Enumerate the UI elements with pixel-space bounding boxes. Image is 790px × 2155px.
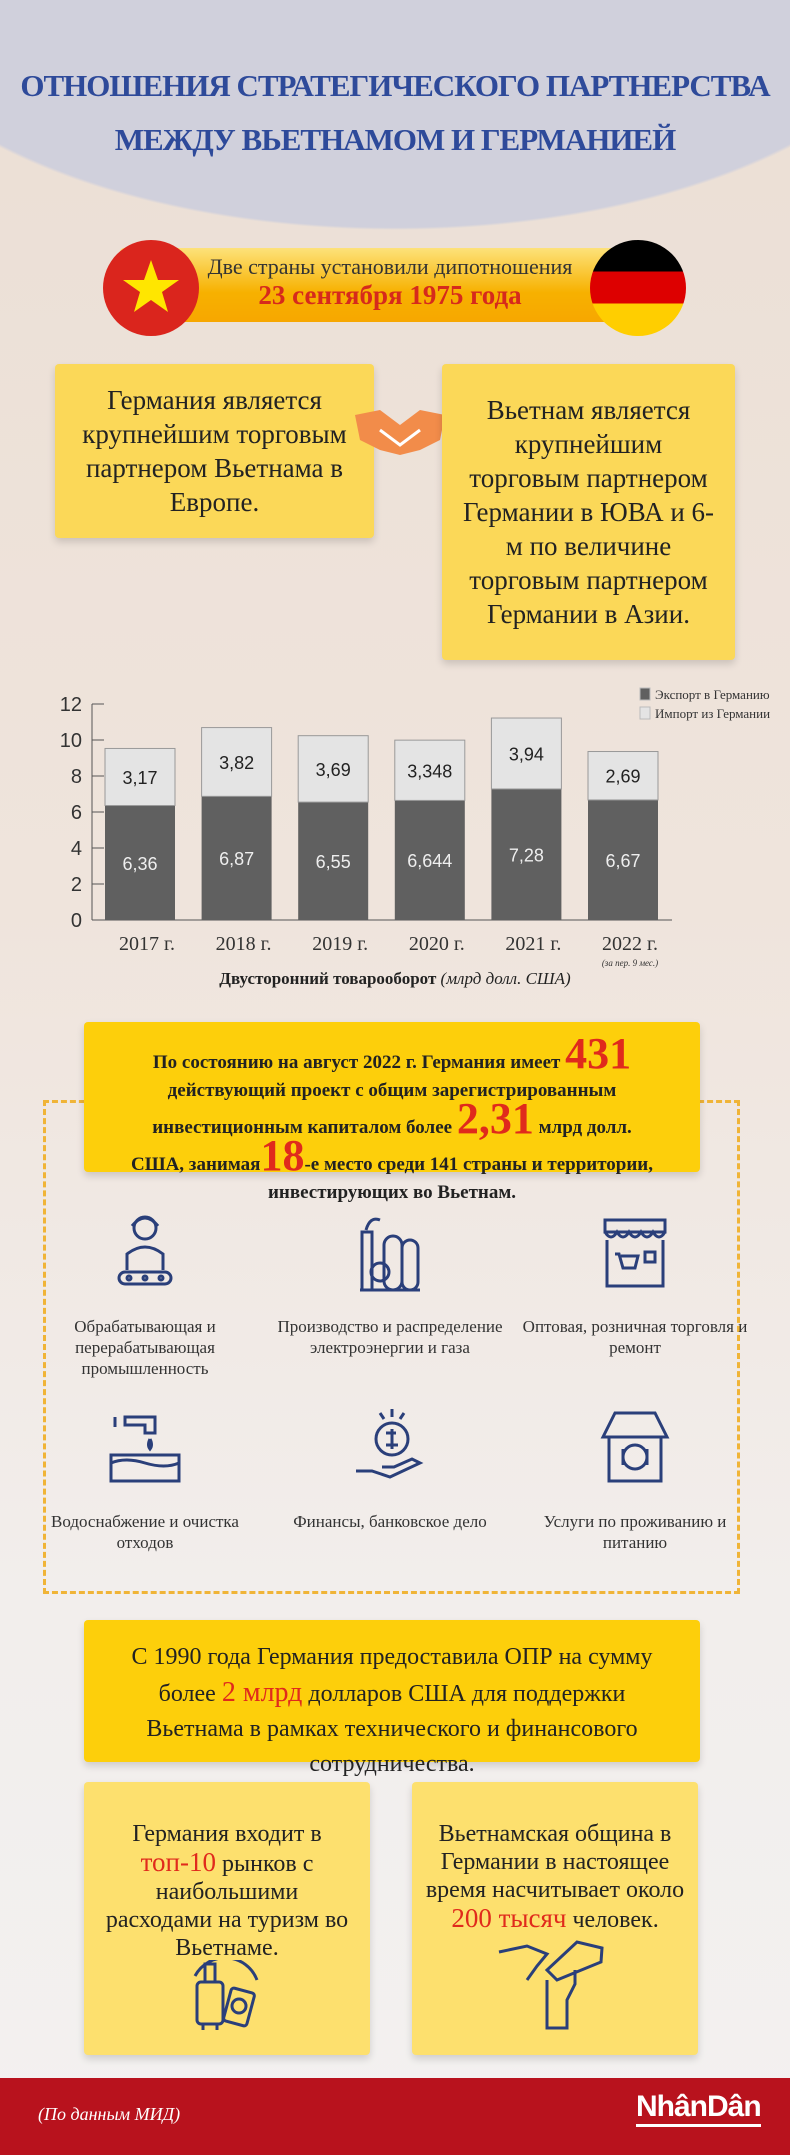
data-label: 3,94 xyxy=(509,745,544,765)
bar-import xyxy=(104,747,176,807)
data-label: 3,69 xyxy=(316,760,351,780)
x-tick-label: 2018 г. xyxy=(216,933,272,955)
oda-text: долларов США для поддержки Вьетнама в ра… xyxy=(146,1681,638,1777)
bar-import xyxy=(490,717,562,790)
bar-import xyxy=(587,751,659,801)
y-tick-label: 4 xyxy=(71,838,82,860)
banner-date: 23 сентября 1975 года xyxy=(258,280,522,310)
data-label: 6,36 xyxy=(122,854,157,874)
industry-label: Оптовая, розничная торговля и ремонт xyxy=(522,1317,748,1357)
capital-amount: 2,31 xyxy=(456,1094,534,1143)
legend-label: Экспорт в Германию xyxy=(655,687,770,702)
date-banner: Две страны установили дипотношения 23 се… xyxy=(120,248,660,322)
investment-text: По состоянию на август 2022 г. Германия … xyxy=(152,1052,561,1073)
handshake-icon xyxy=(350,395,450,465)
germany-flag-icon xyxy=(590,240,686,336)
y-tick-label: 6 xyxy=(71,802,82,824)
x-axis-title: Двусторонний товарооборот (млрд долл. СШ… xyxy=(219,969,571,988)
luggage-passport-icon xyxy=(187,1956,267,2037)
data-label: 6,67 xyxy=(605,851,640,871)
bar-export xyxy=(105,805,175,920)
data-label: 2,69 xyxy=(605,767,640,787)
bar-export xyxy=(588,799,658,920)
rank: 18 xyxy=(260,1131,305,1180)
industry-label: Услуги по проживанию и питанию xyxy=(543,1512,727,1552)
y-tick-label: 10 xyxy=(60,730,82,752)
shop-icon xyxy=(595,1210,675,1299)
data-label: 6,644 xyxy=(407,851,452,871)
industry-label: Обрабатывающая и перерабатывающая промыш… xyxy=(74,1317,216,1378)
y-tick-label: 12 xyxy=(60,694,82,716)
x-tick-label: 2019 г. xyxy=(312,933,368,955)
data-label: 6,55 xyxy=(316,852,351,872)
investment-text: млрд долл. США, занимая xyxy=(131,1117,632,1175)
power-plant-icon xyxy=(350,1210,430,1299)
y-tick-label: 8 xyxy=(71,766,82,788)
bar-export xyxy=(394,800,465,920)
community-text: Вьетнамская община в Германии в настояще… xyxy=(425,1821,685,1903)
x-tick-label: 2021 г. xyxy=(505,933,561,955)
x-axis-unit: (млрд долл. США) xyxy=(441,969,572,988)
legend-swatch xyxy=(639,706,651,720)
community-text: человек. xyxy=(572,1907,659,1933)
y-tick-label: 0 xyxy=(71,910,82,932)
investment-text: -е место среди 141 страны и территории, … xyxy=(267,1154,653,1203)
bar-import xyxy=(297,735,369,803)
industry-label: Финансы, банковское дело xyxy=(293,1512,487,1531)
data-label: 3,17 xyxy=(122,768,157,788)
industry-label: Водоснабжение и очистка отходов xyxy=(51,1512,239,1552)
community-box: Вьетнамская община в Германии в настояще… xyxy=(412,1782,698,2055)
bar-export xyxy=(491,788,562,920)
title-line-2: МЕЖДУ ВЬЕТНАМОМ И ГЕРМАНИЕЙ xyxy=(114,122,676,157)
restaurant-icon xyxy=(595,1405,675,1494)
community-size: 200 тысяч xyxy=(451,1903,567,1933)
banner-text: Две страны установили дипотношения xyxy=(207,254,573,279)
info-box-germany: Германия является крупнейшим торговым па… xyxy=(55,364,374,538)
money-hand-icon xyxy=(350,1405,430,1494)
data-label: 3,348 xyxy=(407,761,452,781)
title-line-1: ОТНОШЕНИЯ СТРАТЕГИЧЕСКОГО ПАРТНЕРСТВА xyxy=(20,68,770,103)
bar-import xyxy=(394,739,466,801)
data-label: 3,82 xyxy=(219,753,254,773)
tourism-text: Германия входит в xyxy=(132,1821,322,1847)
x-tick-note: (за пер. 9 мес.) xyxy=(602,958,658,968)
bar-export xyxy=(201,796,272,920)
info-text: Вьетнам является крупнейшим торговым пар… xyxy=(462,395,715,629)
tourism-rank: топ-10 xyxy=(140,1847,216,1877)
x-tick-label: 2020 г. xyxy=(409,933,465,955)
y-tick-label: 2 xyxy=(71,874,82,896)
oda-text: С 1990 года Германия предоставила ОПР на… xyxy=(131,1644,653,1707)
legend-swatch xyxy=(639,687,651,701)
oda-box: С 1990 года Германия предоставила ОПР на… xyxy=(84,1620,700,1777)
data-label: 7,28 xyxy=(509,845,544,865)
bar-import xyxy=(201,727,273,797)
info-text: Германия является крупнейшим торговым па… xyxy=(82,385,347,517)
legend-label: Импорт из Германии xyxy=(655,706,770,721)
investment-box: По состоянию на август 2022 г. Германия … xyxy=(84,1022,700,1203)
oda-amount: 2 млрд xyxy=(221,1677,303,1708)
vietnam-flag-icon xyxy=(103,240,199,336)
data-label: 6,87 xyxy=(219,849,254,869)
trade-chart: 0 2 4 6 8 10 12 6,36 3,17 2017 г. 6,87 3,82 2018 г. 6… xyxy=(60,687,770,988)
investment-text: действующий проект с общим зарегистриров… xyxy=(152,1080,617,1138)
water-tap-icon xyxy=(105,1405,185,1494)
worker-icon xyxy=(105,1210,185,1299)
bar-export xyxy=(298,802,369,920)
tourism-text: рынков с наибольшими расходами на туризм… xyxy=(105,1851,349,1961)
info-box-vietnam: Вьетнам является крупнейшим торговым пар… xyxy=(442,364,735,660)
projects-count: 431 xyxy=(565,1029,632,1078)
joined-hands-icon xyxy=(497,1940,607,2035)
footer-bar: (По данным МИД) NhânDân xyxy=(0,2078,790,2155)
x-tick-label: 2022 г. xyxy=(602,933,658,955)
industry-label: Производство и распределение электроэнер… xyxy=(277,1317,503,1357)
nhandan-logo: NhânDân xyxy=(636,2090,762,2127)
tourism-box: Германия входит в топ-10 рынков с наибол… xyxy=(84,1782,370,2055)
x-tick-label: 2017 г. xyxy=(119,933,175,955)
source-note: (По данным МИД) xyxy=(38,2104,181,2124)
